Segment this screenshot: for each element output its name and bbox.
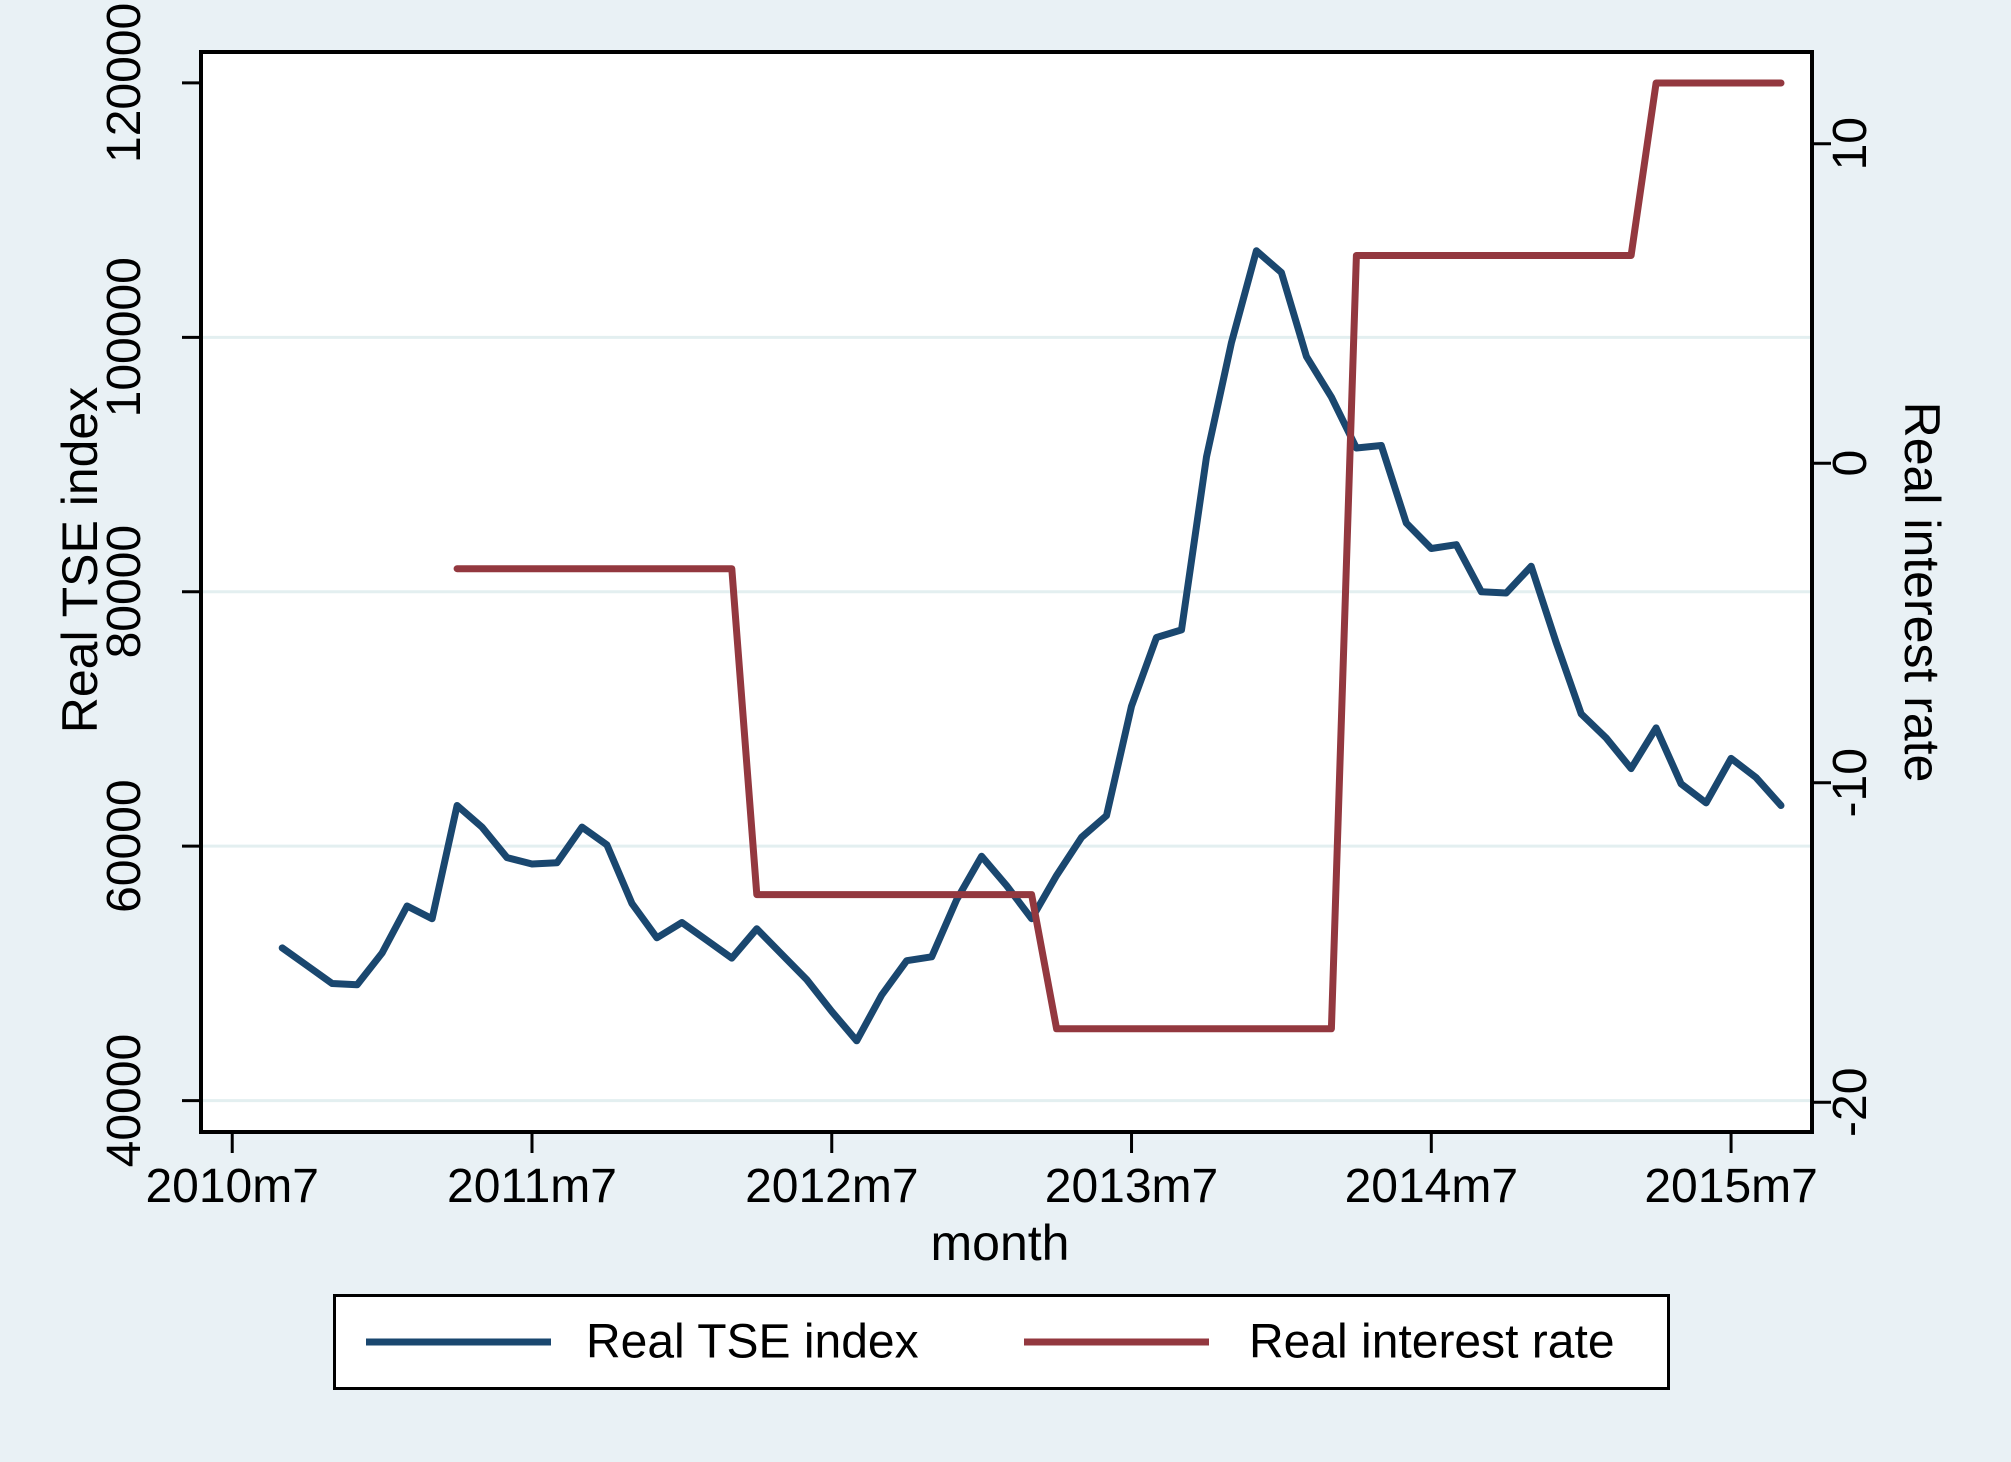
x-tick-label-2011m7: 2011m7 — [447, 1160, 617, 1213]
legend: Real TSE index Real interest rate — [333, 1294, 1670, 1390]
right-tick-label-0: 0 — [1824, 450, 1877, 477]
legend-label-real-interest-rate: Real interest rate — [1249, 1315, 1615, 1369]
legend-line-real-interest-rate-icon — [1024, 1338, 1209, 1346]
x-tick-label-2014m7: 2014m7 — [1345, 1160, 1518, 1213]
right-tick-label-10: 10 — [1824, 117, 1877, 170]
legend-label-real-tse-index: Real TSE index — [586, 1315, 919, 1369]
series-line-real-tse-index — [278, 247, 1785, 1045]
left-axis-title: Real TSE index — [52, 386, 108, 734]
left-tick-label-60000: 60000 — [98, 779, 151, 912]
right-tick-label--10: -10 — [1824, 748, 1877, 817]
legend-line-real-tse-index-icon — [366, 1338, 551, 1346]
x-tick-label-2010m7: 2010m7 — [145, 1160, 318, 1213]
series-line-real-interest-rate — [453, 79, 1785, 1033]
left-tick-label-40000: 40000 — [98, 1034, 151, 1167]
x-tick-label-2015m7: 2015m7 — [1644, 1160, 1817, 1213]
x-axis-title: month — [930, 1215, 1070, 1271]
right-tick-label--20: -20 — [1824, 1068, 1877, 1137]
x-tick-label-2013m7: 2013m7 — [1045, 1160, 1218, 1213]
x-tick-label-2012m7: 2012m7 — [745, 1160, 918, 1213]
left-tick-label-120000: 120000 — [98, 3, 151, 163]
left-tick-label-80000: 80000 — [98, 525, 151, 658]
right-axis-title: Real interest rate — [1894, 401, 1950, 783]
left-tick-label-100000: 100000 — [98, 257, 151, 417]
